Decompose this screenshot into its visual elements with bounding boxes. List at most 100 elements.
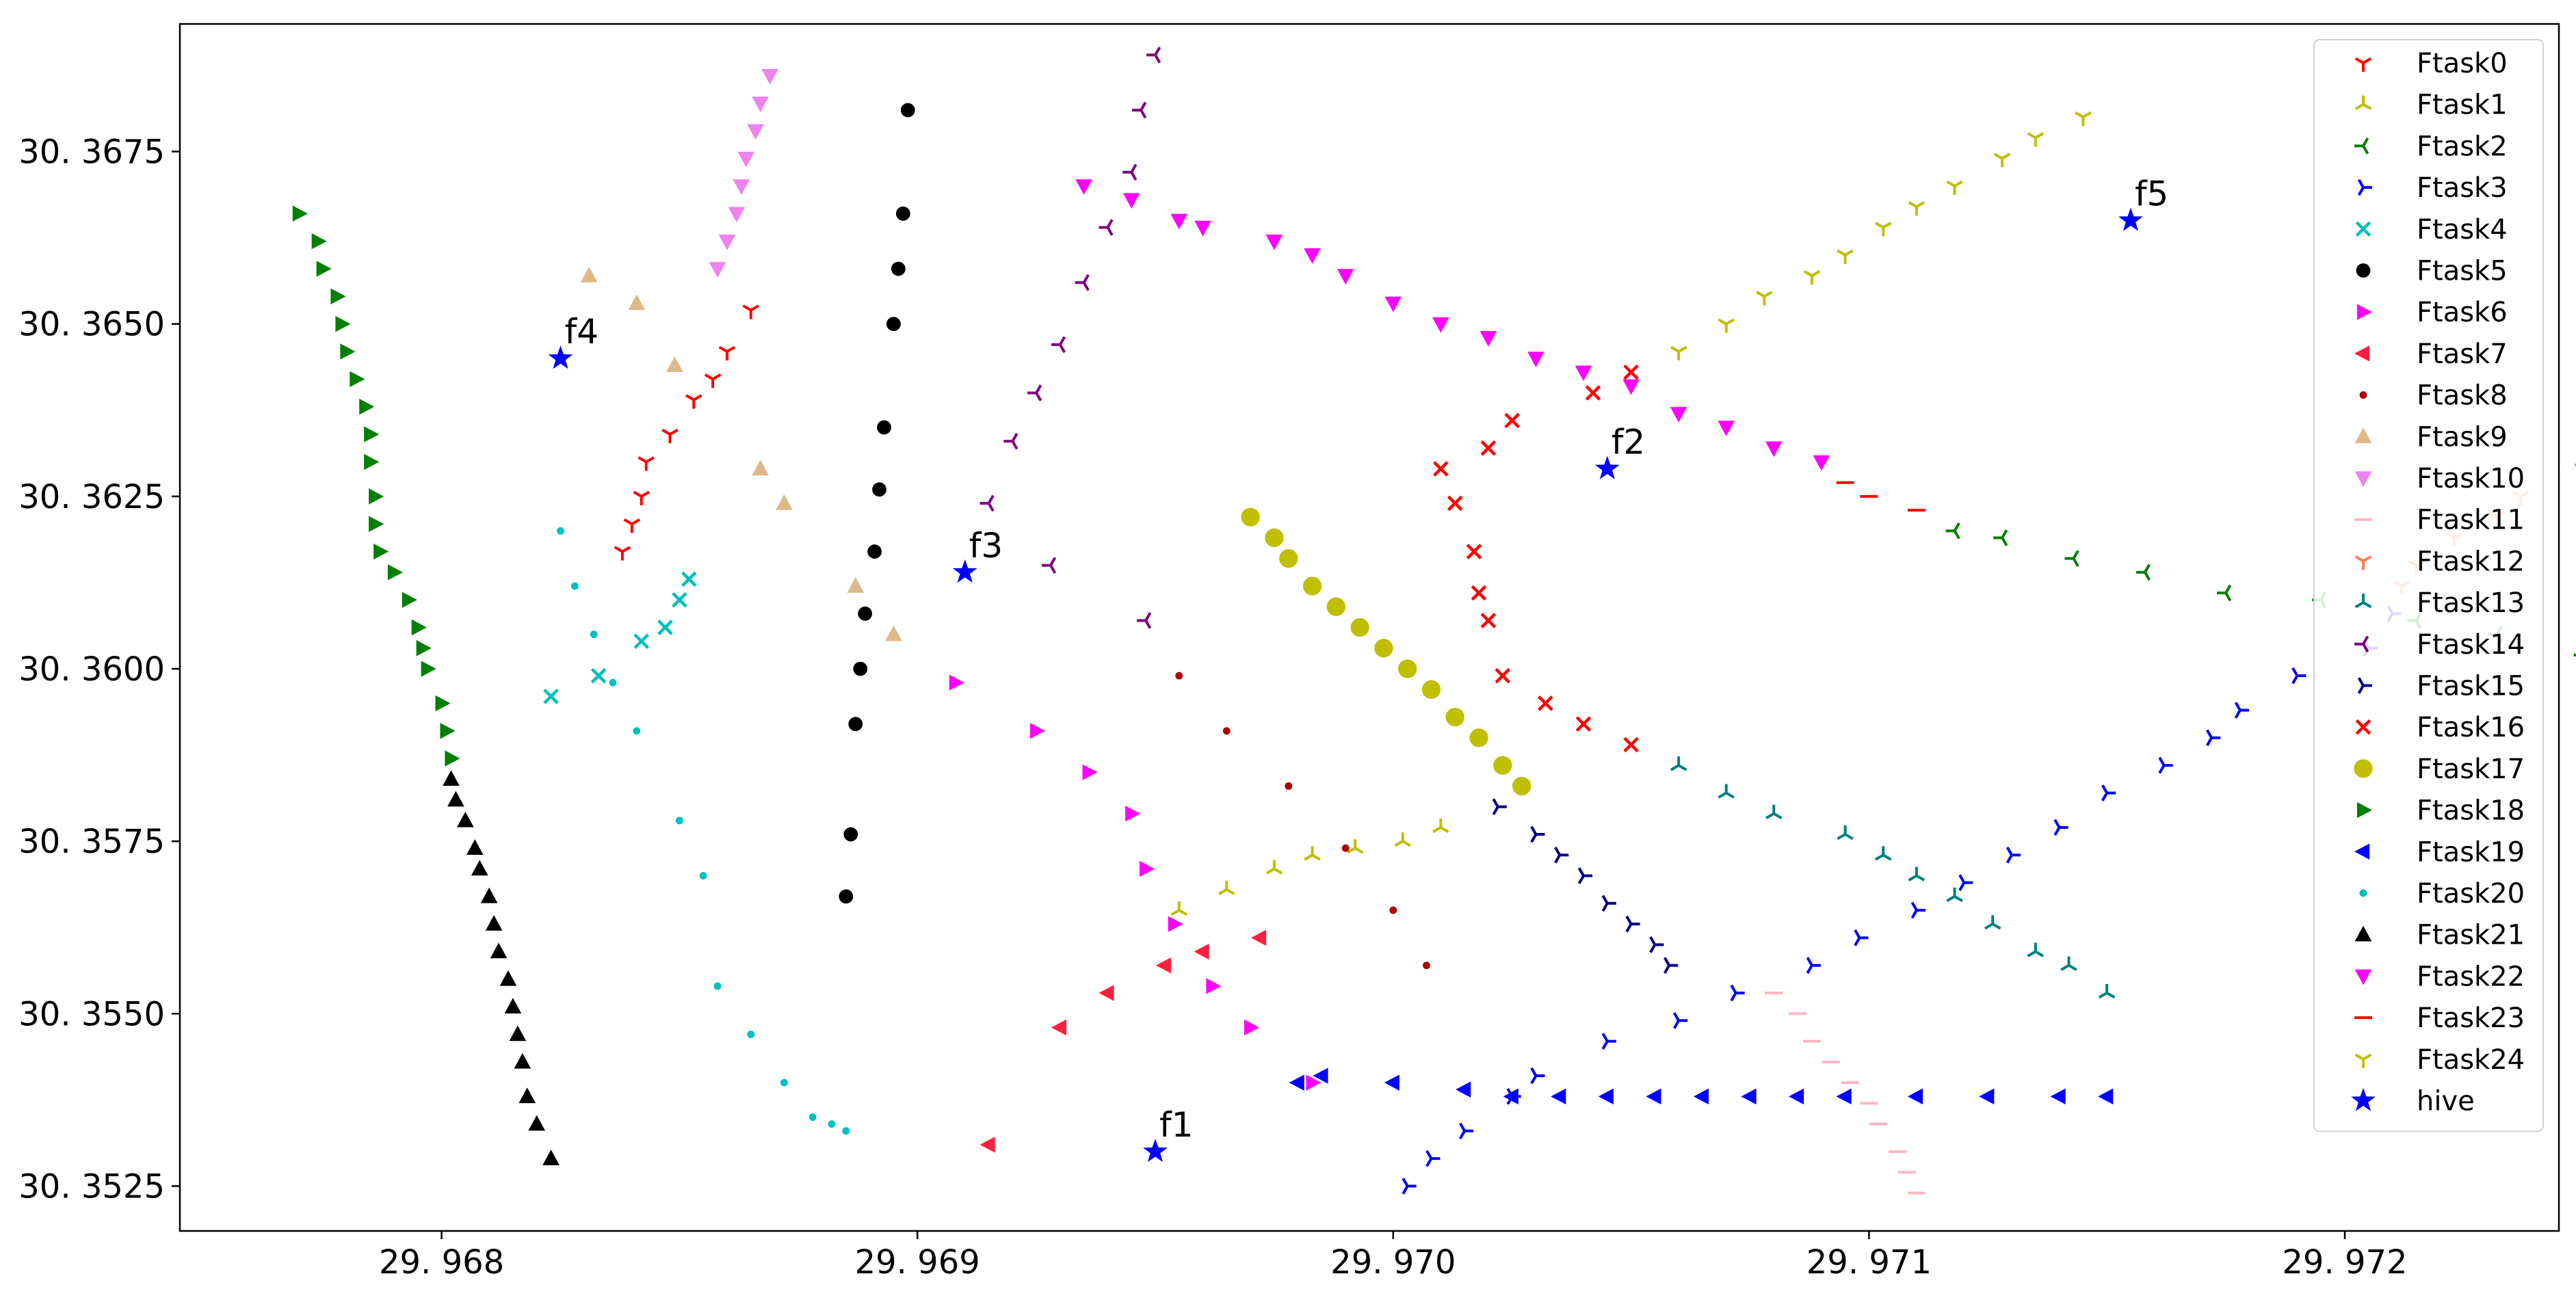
data-point: [2101, 784, 2116, 801]
data-point: [1836, 1088, 1852, 1105]
data-point: [471, 860, 488, 876]
data-point: [440, 723, 456, 739]
data-point: [1854, 929, 1869, 946]
legend-label: Ftask11: [2417, 505, 2525, 536]
data-point: [1350, 618, 1369, 637]
series-ftask16: [1432, 364, 1639, 753]
data-point: [1601, 1033, 1616, 1050]
data-point: [718, 234, 736, 250]
data-point: [2027, 942, 2045, 957]
data-point: [1693, 1088, 1709, 1105]
legend-entry: Ftask5: [2356, 256, 2508, 287]
data-point: [364, 453, 380, 470]
data-point: [1326, 597, 1345, 616]
x-tick-label: 29. 969: [855, 1243, 980, 1282]
data-point: [1194, 943, 1209, 960]
data-point: [2098, 1088, 2114, 1105]
data-point: [1458, 1122, 1474, 1140]
data-point: [1075, 274, 1090, 291]
data-point: [1908, 866, 1926, 881]
data-point: [609, 678, 617, 687]
data-point: [843, 827, 858, 842]
data-point: [1575, 365, 1592, 382]
legend-label: Ftask15: [2417, 671, 2525, 702]
data-point: [1946, 180, 1963, 196]
data-point: [447, 791, 464, 807]
legend-entry: Ftask0: [2354, 48, 2508, 79]
data-point: [2234, 702, 2249, 719]
data-point: [1663, 957, 1679, 974]
data-point: [747, 124, 765, 140]
data-point: [1170, 213, 1188, 230]
data-point: [548, 345, 573, 369]
series-ftask13: [1670, 756, 2116, 999]
data-point: [1445, 707, 1464, 727]
data-point: [681, 571, 697, 587]
data-point: [1480, 331, 1497, 347]
data-point: [1051, 336, 1066, 354]
data-point: [490, 942, 508, 959]
data-point: [1837, 249, 1854, 264]
legend-entry: Ftask16: [2355, 712, 2525, 743]
data-point: [359, 399, 375, 415]
data-point: [1346, 839, 1364, 854]
data-point: [842, 1127, 850, 1135]
data-point: [2053, 819, 2068, 836]
data-point: [1132, 101, 1147, 119]
legend-label: Ftask10: [2417, 463, 2525, 494]
data-point: [1155, 957, 1171, 974]
legend-label: Ftask18: [2417, 795, 2525, 827]
data-point: [1530, 825, 1545, 843]
data-point: [340, 343, 356, 360]
y-tick-label: 30. 3675: [18, 133, 165, 172]
data-point: [1623, 364, 1639, 380]
data-point: [1139, 860, 1155, 877]
data-point: [661, 428, 679, 444]
data-point: [2027, 132, 2045, 147]
y-tick-label: 30. 3600: [18, 650, 165, 689]
data-point: [713, 982, 722, 990]
data-point: [872, 482, 886, 497]
data-point: [828, 1120, 836, 1128]
data-point: [742, 304, 760, 319]
legend-entry: Ftask14: [2354, 629, 2525, 661]
legend-entry: Ftask12: [2354, 546, 2525, 577]
data-point: [2098, 984, 2116, 999]
data-point: [1394, 832, 1411, 847]
data-point: [1289, 1074, 1304, 1091]
data-point: [485, 915, 503, 931]
data-point: [2075, 111, 2092, 127]
legend-label: hive: [2417, 1086, 2475, 1117]
series-ftask21: [443, 770, 560, 1165]
data-point: [1389, 906, 1397, 914]
data-point: [1945, 522, 1960, 540]
data-point: [1946, 887, 1963, 903]
y-tick-label: 30. 3550: [18, 995, 165, 1033]
data-point: [1598, 1088, 1614, 1105]
legend-entry: Ftask6: [2356, 297, 2508, 328]
data-point: [528, 1115, 546, 1131]
data-point: [1670, 407, 1687, 423]
legend-entry: Ftask11: [2354, 505, 2525, 536]
legend: Ftask0 Ftask1 Ftask2 Ftask3 Ftask4 Ftask5 Ftas…: [2313, 39, 2544, 1132]
data-point: [402, 592, 417, 608]
data-point: [1765, 441, 1783, 457]
legend-entry: Ftask9: [2354, 421, 2508, 453]
data-point: [2064, 550, 2079, 567]
data-point: [2006, 847, 2021, 864]
data-point: [387, 564, 404, 581]
data-point: [1384, 1074, 1399, 1091]
data-point: [1397, 659, 1417, 678]
series-ftask23: [1836, 481, 1926, 512]
data-point: [980, 494, 995, 512]
data-point: [1168, 916, 1183, 932]
data-point: [416, 640, 432, 656]
legend-label: Ftask17: [2417, 754, 2525, 785]
data-point: [1585, 385, 1601, 401]
data-point: [1027, 384, 1042, 401]
data-point: [1538, 695, 1553, 711]
data-point: [1384, 296, 1402, 313]
data-point: [1337, 269, 1354, 285]
data-point: [443, 770, 460, 786]
data-point: [1469, 728, 1488, 747]
